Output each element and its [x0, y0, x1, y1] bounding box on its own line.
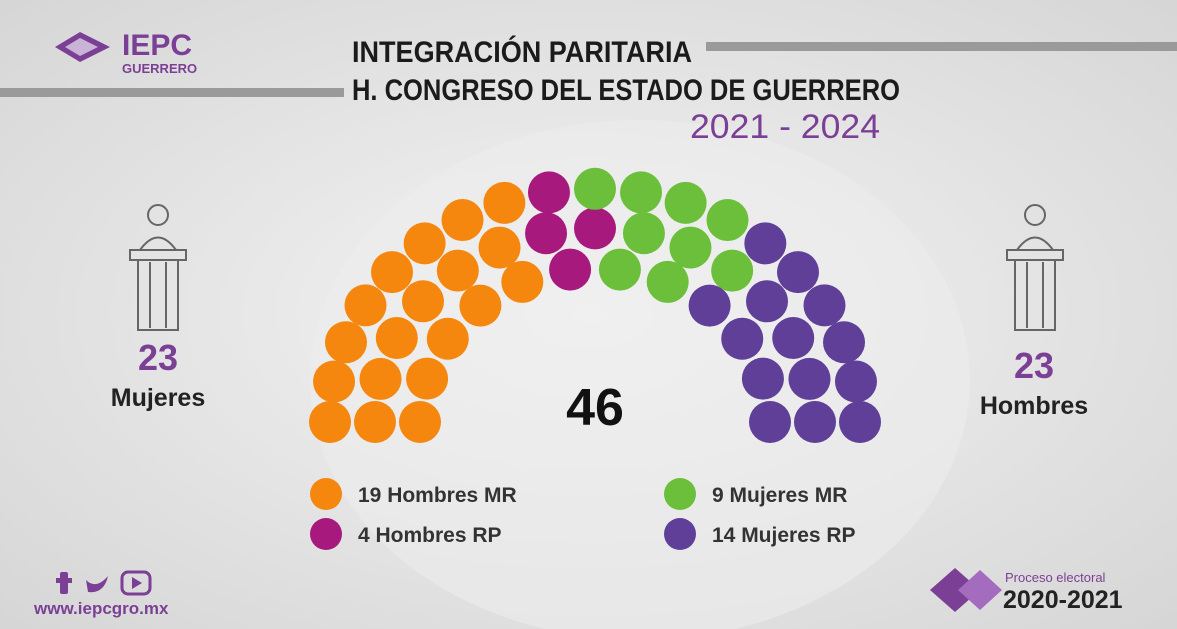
seat — [711, 249, 754, 292]
logo-subtext: GUERRERO — [122, 61, 197, 76]
seat — [646, 260, 689, 303]
legend-swatch — [310, 518, 342, 550]
process-years: 2020-2021 — [1003, 586, 1123, 614]
seat — [354, 401, 396, 443]
legend-swatch — [664, 478, 696, 510]
legend-swatch — [310, 478, 342, 510]
seat — [574, 207, 616, 250]
seat — [721, 317, 764, 360]
men-count: 23 — [1014, 345, 1054, 386]
title-bar — [706, 42, 1177, 51]
legend-label: 9 Mujeres MR — [712, 484, 847, 507]
seat — [620, 171, 663, 214]
seat — [441, 199, 484, 242]
background-shape — [310, 120, 970, 629]
seat — [772, 317, 815, 360]
seat — [794, 401, 836, 443]
seat — [803, 284, 846, 327]
man-icon — [1006, 204, 1064, 331]
seat — [749, 401, 791, 443]
legend-label: 4 Hombres RP — [358, 524, 502, 547]
seat — [459, 284, 502, 327]
seat — [406, 357, 449, 400]
seat — [527, 171, 570, 214]
logo-text: IEPC — [122, 29, 192, 62]
seat — [313, 360, 356, 403]
seat — [664, 181, 707, 224]
seat — [426, 317, 469, 360]
seat — [788, 357, 831, 400]
process-label: Proceso electoral — [1005, 570, 1106, 585]
seat — [344, 284, 387, 327]
seat — [324, 321, 367, 364]
women-count: 23 — [138, 337, 178, 378]
seat — [823, 321, 866, 364]
legend-swatch — [664, 518, 696, 550]
seat — [688, 284, 731, 327]
title: H. CONGRESO DEL ESTADO DE GUERRERO — [352, 74, 900, 107]
seat — [501, 260, 544, 303]
seat — [746, 280, 789, 323]
seat — [777, 251, 820, 294]
seat — [598, 248, 641, 291]
title: INTEGRACIÓN PARITARIA — [352, 35, 692, 69]
seat — [403, 222, 446, 265]
seat — [834, 360, 877, 403]
seat — [525, 212, 568, 255]
website: www.iepcgro.mx — [33, 599, 169, 618]
seat — [401, 280, 444, 323]
seat — [574, 167, 616, 210]
women-label: Mujeres — [111, 384, 205, 412]
seat — [370, 251, 413, 294]
woman-icon — [129, 204, 187, 331]
seat — [669, 226, 712, 269]
men-label: Hombres — [980, 392, 1088, 420]
seat — [309, 401, 351, 443]
seat — [744, 222, 787, 265]
seat — [549, 248, 592, 291]
seat — [375, 317, 418, 360]
social-icons — [56, 570, 152, 596]
process-logo — [930, 568, 1002, 612]
seat — [839, 401, 881, 443]
legend-label: 14 Mujeres RP — [712, 524, 856, 547]
total: 46 — [566, 379, 624, 437]
seat — [622, 212, 665, 255]
seat — [399, 401, 441, 443]
seat — [478, 226, 521, 269]
seat — [483, 181, 526, 224]
logo: IEPC GUERRERO — [55, 29, 197, 76]
period: 2021 - 2024 — [690, 108, 880, 146]
seat — [741, 357, 784, 400]
legend-label: 19 Hombres MR — [358, 484, 517, 507]
seat — [706, 199, 749, 242]
seat — [359, 357, 402, 400]
seat — [436, 249, 479, 292]
title-bar — [0, 88, 344, 97]
